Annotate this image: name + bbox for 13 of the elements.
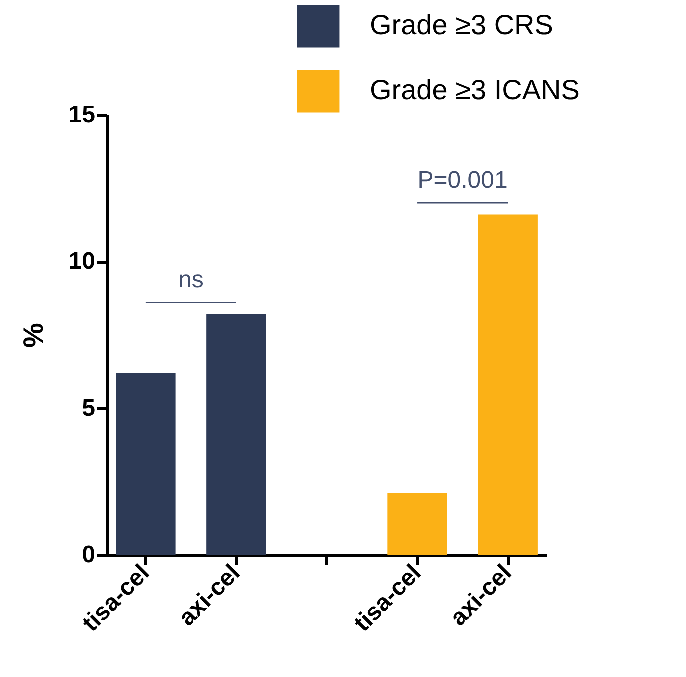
bar <box>206 314 266 555</box>
y-tick-label: 5 <box>82 394 96 422</box>
bar <box>478 214 538 555</box>
bar <box>388 493 448 555</box>
bar <box>116 373 176 555</box>
annotation: P=0.001 <box>418 167 508 194</box>
y-tick-label: 15 <box>68 102 96 128</box>
y-tick-label: 0 <box>82 542 96 568</box>
annotation: ns <box>178 266 204 294</box>
y-axis-title: % <box>18 322 49 348</box>
legend-label: Grade ≥3 CRS <box>370 10 554 40</box>
legend-label: Grade ≥3 ICANS <box>370 74 580 106</box>
y-tick-label: 10 <box>68 248 96 276</box>
